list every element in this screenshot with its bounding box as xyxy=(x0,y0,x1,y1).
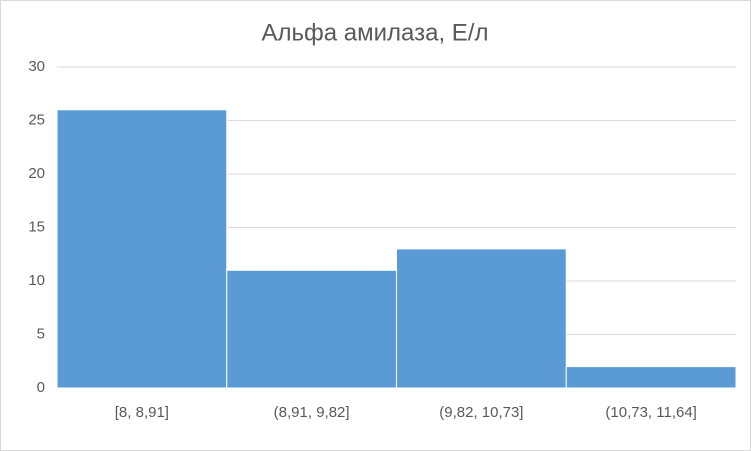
bar xyxy=(226,269,397,389)
x-tick-label: (10,73, 11,64] xyxy=(605,404,696,421)
x-tick-label: (8,91, 9,82] xyxy=(274,404,350,421)
x-tick-label: [8, 8,91] xyxy=(115,404,169,421)
y-tick-label: 10 xyxy=(28,272,45,289)
y-tick-label: 5 xyxy=(37,325,45,342)
y-tick-label: 30 xyxy=(28,58,45,75)
y-tick-label: 0 xyxy=(37,379,45,396)
y-tick-label: 20 xyxy=(28,165,45,182)
bar xyxy=(565,366,737,389)
bar xyxy=(56,109,228,389)
x-tick-label: (9,82, 10,73] xyxy=(439,404,523,421)
bar xyxy=(396,248,567,389)
y-tick-label: 25 xyxy=(28,111,45,128)
y-tick-label: 15 xyxy=(28,218,45,235)
chart-title: Альфа амилаза, Е/л xyxy=(262,19,489,46)
